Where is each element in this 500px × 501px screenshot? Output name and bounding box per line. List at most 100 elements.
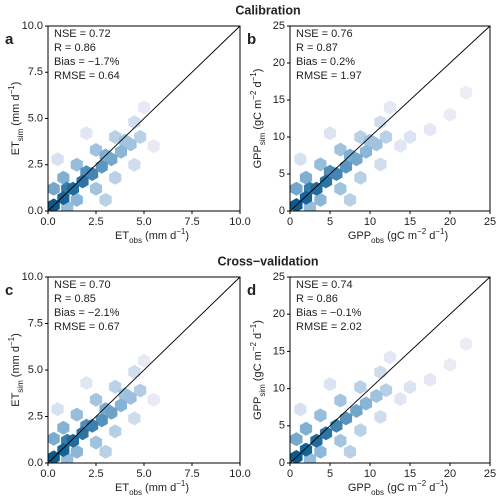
hexbin-cell [109,379,122,394]
y-axis-label: GPPsim (gC m−2 d−1) [249,69,267,169]
hexbin-layer [290,85,473,211]
hexbin-cell [299,170,313,185]
label-part: obs [371,488,384,497]
stat-annotation: R = 0.86 [296,293,338,305]
hexbin-cell [89,392,103,407]
hexbin-cell [105,152,118,167]
hexbin-cell [359,396,373,411]
hexbin-cell [394,392,407,406]
hexbin-cell [423,372,437,387]
y-axis-label: GPPsim (gC m−2 d−1) [249,320,267,420]
hexbin-cell [70,192,83,207]
hexbin-cell [86,418,99,433]
hexbin-cell [51,402,64,417]
y-tick-label: 15 [273,345,285,357]
y-tick-label: 2.5 [28,410,43,422]
x-axis-label: ETobs (mm d−1) [115,227,189,245]
label-part: −1 [435,227,445,236]
hexbin-cell [147,392,160,407]
hexbin-cell [354,380,367,395]
label-part: (gC m [252,100,264,133]
stat-annotation: Bias = 0.2% [296,56,355,68]
hexbin-layer [48,353,160,463]
y-tick-label: 20 [273,308,285,320]
stat-annotation: NSE = 0.72 [54,28,111,40]
label-part: ) [252,69,264,73]
hexbin-cell [383,100,397,115]
stat-annotation: RMSE = 0.67 [54,321,120,333]
label-part: ET [115,482,129,494]
x-tick-label: 0.0 [40,216,55,228]
hexbin-cell [57,443,70,457]
label-part: −2 [249,90,258,100]
plot-frame [289,25,491,212]
hexbin-cell [128,115,141,130]
x-tick-label: 5 [327,216,333,228]
label-part: obs [129,488,142,497]
label-part: −1 [7,336,16,346]
label-part: −1 [7,85,16,95]
hexbin-cell [359,144,373,159]
hexbin-cell [350,403,363,418]
hexbin-cell [374,409,387,424]
hexbin-cell [314,192,327,207]
hexbin-cell [319,174,333,189]
hexbin-cell [299,190,313,205]
hexbin-cell [314,444,327,459]
hexbin-cell [299,442,313,457]
label-part: sim [258,384,267,397]
x-tick-label: 10 [364,216,376,228]
label-part: (mm d [10,95,22,129]
hexbin-cell [339,159,353,174]
label-part: −1 [249,323,258,333]
label-part: (mm d [142,482,176,494]
y-tick-label: 20 [273,57,285,69]
hexbin-cell [66,181,79,196]
x-axis-label: GPPobs (gC m−2 d−1) [348,227,448,245]
label-part: obs [371,236,384,245]
stat-annotation: RMSE = 0.64 [54,70,120,82]
stat-annotation: R = 0.87 [296,42,338,54]
hexbin-layer [290,337,473,463]
label-part: −1 [176,479,186,488]
x-tick-label: 5.0 [136,216,151,228]
label-part: −1 [435,479,445,488]
x-tick-label: 0.0 [40,468,55,480]
label-part: (gC m [384,482,417,494]
hexbin-cell [118,133,131,148]
x-tick-label: 20 [444,468,456,480]
hexbin-cell [134,130,147,144]
hexbin-cell [319,426,333,441]
label-part: ET [10,141,22,155]
x-tick-label: 2.5 [88,216,103,228]
x-tick-label: 25 [484,468,496,480]
hexbin-cell [374,157,387,172]
hexbin-cell [323,126,337,141]
hexbin-cell [374,365,387,380]
hexbin-cell [354,423,367,438]
hexbin-cell [403,130,417,144]
identity-line [47,25,241,212]
hexbin-cell [137,100,151,115]
y-tick-label: 0.0 [28,205,43,217]
hexbin-cell [70,157,83,172]
stat-annotation: Bias = −2.1% [54,307,120,319]
hexbin-cell [334,142,347,157]
hexbin-cell [51,152,64,167]
x-tick-label: 25 [484,216,496,228]
panel-letter: c [5,282,13,299]
plot-frame [289,276,491,464]
label-part: ET [115,230,129,242]
stat-annotation: R = 0.85 [54,293,96,305]
panel-letter: d [247,282,256,299]
x-tick-label: 7.5 [184,468,199,480]
x-axis-label: GPPobs (gC m−2 d−1) [348,479,448,497]
hexbin-cell [459,337,473,351]
label-part: sim [16,380,25,393]
hexbin-cell [310,181,323,196]
hexbin-cell [443,357,457,372]
label-part: −1 [249,72,258,82]
hexbin-cell [334,181,347,196]
hexbin-cell [95,413,108,428]
